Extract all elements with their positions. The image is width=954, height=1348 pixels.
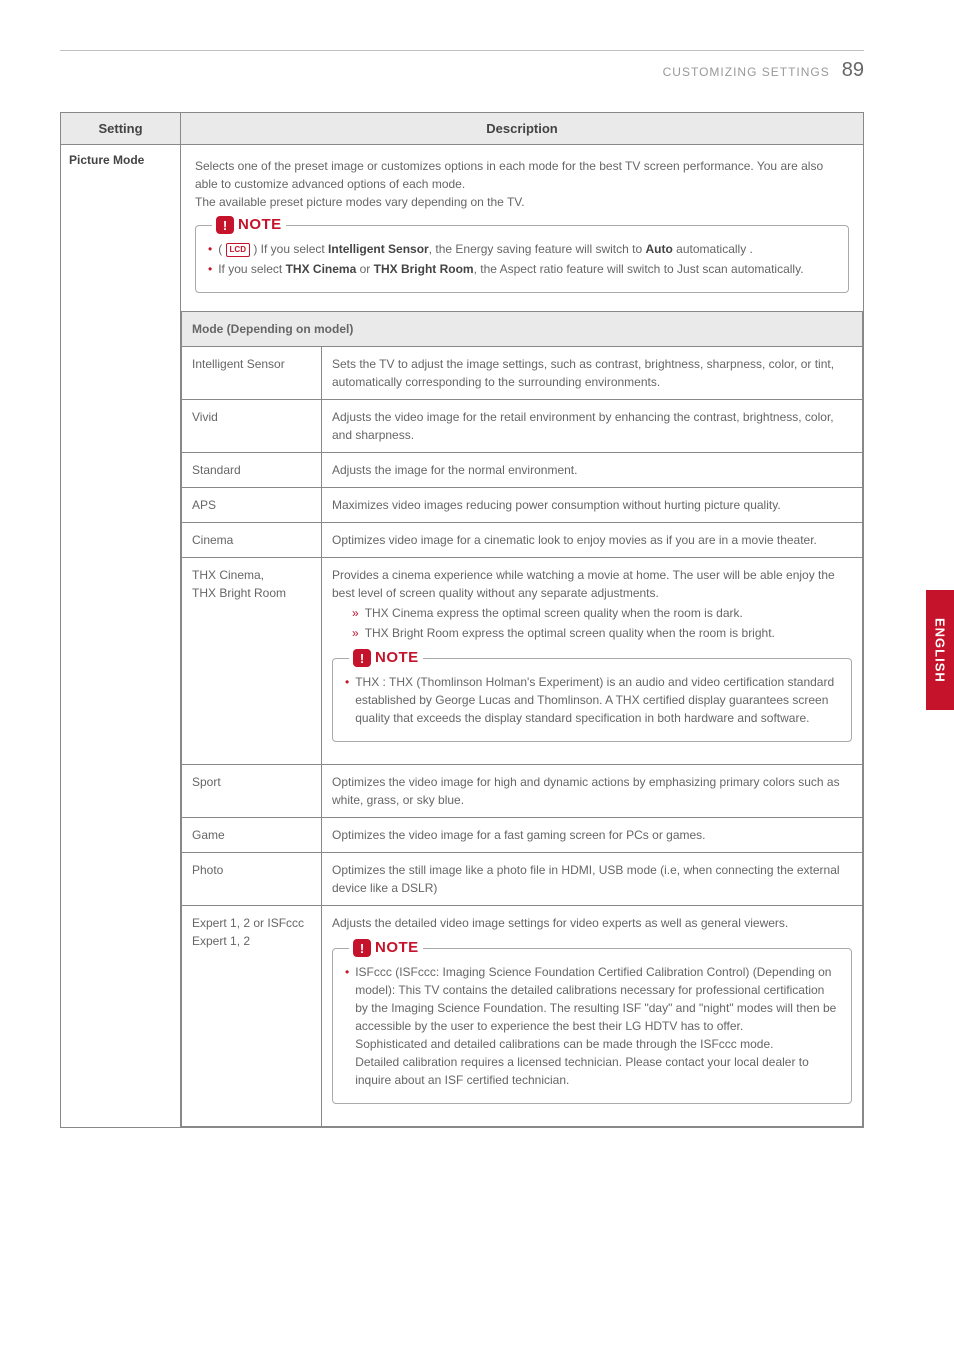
mode-desc: Adjusts the detailed video image setting… (322, 906, 863, 1127)
table-row: Sport Optimizes the video image for high… (182, 765, 863, 818)
table-row: Vivid Adjusts the video image for the re… (182, 400, 863, 453)
note-icon (353, 649, 371, 667)
table-row: Cinema Optimizes video image for a cinem… (182, 523, 863, 558)
mode-desc: Optimizes the still image like a photo f… (322, 853, 863, 906)
mode-name: THX Cinema, THX Bright Room (182, 558, 322, 765)
col-description: Description (181, 113, 864, 145)
top-note-box: NOTE • ( LCD ) If you select Intelligent… (195, 225, 849, 293)
mode-desc: Sets the TV to adjust the image settings… (322, 347, 863, 400)
mode-name: Game (182, 818, 322, 853)
page-number: 89 (842, 59, 864, 82)
mode-name: APS (182, 488, 322, 523)
intro-text: Selects one of the preset image or custo… (195, 157, 849, 211)
mode-desc: Maximizes video images reducing power co… (322, 488, 863, 523)
mode-name: Vivid (182, 400, 322, 453)
sub-bullet-marker: » (352, 604, 359, 622)
lcd-badge: LCD (226, 243, 250, 257)
expert-note-text: ISFccc (ISFccc: Imaging Science Foundati… (355, 963, 839, 1089)
mode-desc: Optimizes the video image for high and d… (322, 765, 863, 818)
table-row: Standard Adjusts the image for the norma… (182, 453, 863, 488)
bullet-marker: • (208, 260, 212, 278)
mode-header: Mode (Depending on model) (182, 312, 863, 347)
table-row: Game Optimizes the video image for a fas… (182, 818, 863, 853)
mode-desc: Provides a cinema experience while watch… (322, 558, 863, 765)
note-bullet-1: ( LCD ) If you select Intelligent Sensor… (218, 240, 836, 258)
bullet-marker: • (345, 963, 349, 1089)
note-icon (216, 216, 234, 234)
sub-bullet-marker: » (352, 624, 359, 642)
mode-name: Standard (182, 453, 322, 488)
sub-bullet-text: THX Cinema express the optimal screen qu… (365, 604, 852, 622)
col-setting: Setting (61, 113, 181, 145)
mode-desc: Optimizes the video image for a fast gam… (322, 818, 863, 853)
note-label: NOTE (238, 214, 282, 237)
bullet-marker: • (208, 240, 212, 258)
note-label: NOTE (375, 647, 419, 670)
modes-table: Mode (Depending on model) Intelligent Se… (181, 311, 863, 1127)
table-row: Expert 1, 2 or ISFccc Expert 1, 2 Adjust… (182, 906, 863, 1127)
mode-name: Expert 1, 2 or ISFccc Expert 1, 2 (182, 906, 322, 1127)
mode-desc: Adjusts the image for the normal environ… (322, 453, 863, 488)
expert-note-box: NOTE • ISFccc (ISFccc: Imaging Science F… (332, 948, 852, 1104)
table-row: Photo Optimizes the still image like a p… (182, 853, 863, 906)
table-row: APS Maximizes video images reducing powe… (182, 488, 863, 523)
settings-table: Setting Description Picture Mode Selects… (60, 112, 864, 1128)
note-icon (353, 939, 371, 957)
table-row: THX Cinema, THX Bright Room Provides a c… (182, 558, 863, 765)
mode-name: Photo (182, 853, 322, 906)
thx-note-text: THX : THX (Thomlinson Holman's Experimen… (355, 673, 839, 727)
mode-desc: Optimizes video image for a cinematic lo… (322, 523, 863, 558)
mode-desc: Adjusts the video image for the retail e… (322, 400, 863, 453)
table-row: Intelligent Sensor Sets the TV to adjust… (182, 347, 863, 400)
page-header: CUSTOMIZING SETTINGS 89 (60, 59, 864, 82)
sub-bullet-text: THX Bright Room express the optimal scre… (365, 624, 852, 642)
language-tab: ENGLISH (926, 590, 954, 710)
mode-name: Intelligent Sensor (182, 347, 322, 400)
language-label: ENGLISH (933, 618, 948, 683)
mode-name: Sport (182, 765, 322, 818)
note-label: NOTE (375, 937, 419, 960)
thx-note-box: NOTE • THX : THX (Thomlinson Holman's Ex… (332, 658, 852, 742)
bullet-marker: • (345, 673, 349, 727)
setting-name: Picture Mode (61, 145, 181, 1128)
mode-name: Cinema (182, 523, 322, 558)
section-title: CUSTOMIZING SETTINGS (663, 65, 830, 79)
note-bullet-2: If you select THX Cinema or THX Bright R… (218, 260, 836, 278)
